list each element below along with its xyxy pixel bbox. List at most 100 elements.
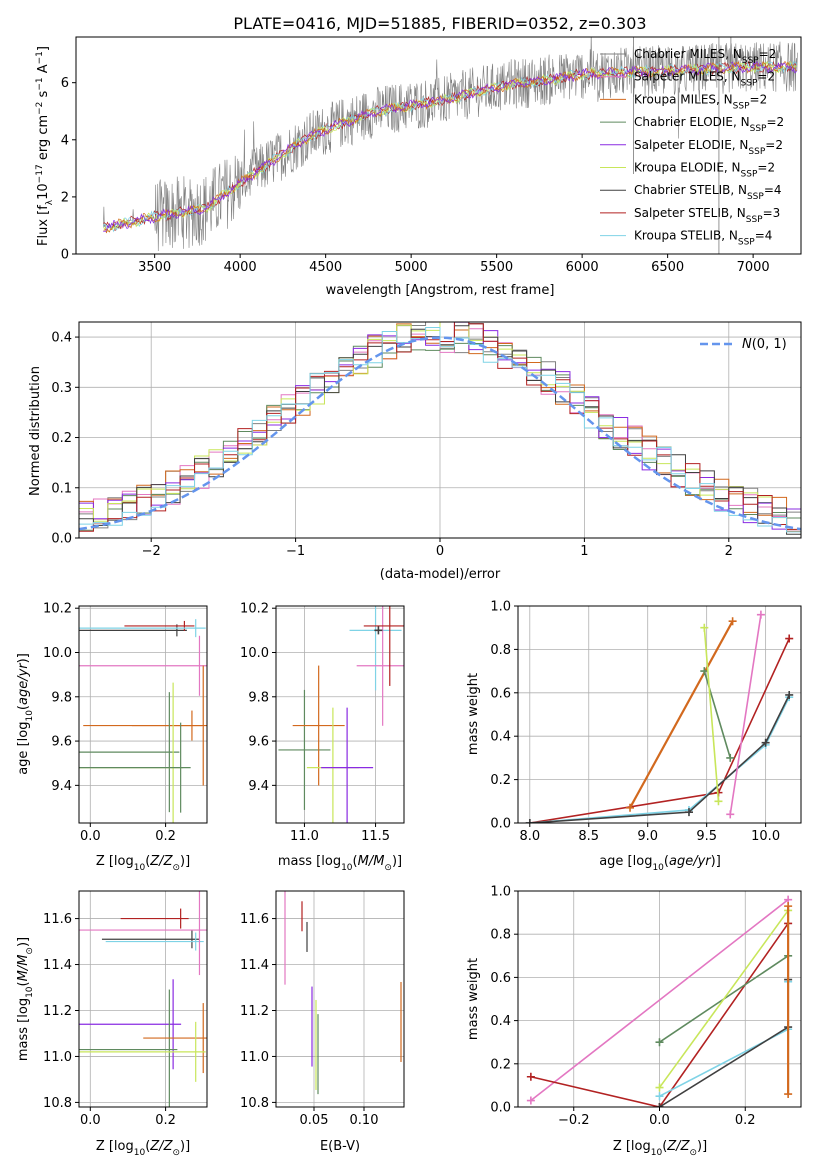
axes-frame: 8.0 8.5 9.0 9.5 10.0 0.0 0.2 0.4 0.6 0.8 1.0 age [l… [466,600,802,873]
y-axis-label: mass [log10(M/M⊙)] [16,937,35,1061]
x-tick-label: 0.05 [300,1113,329,1128]
x-axis-label: (data-model)/error [380,567,501,582]
label-part: ⊙ [172,1148,180,1158]
axes-frame: 0.05 0.10 10.8 11.0 11.2 11.4 11.6 E(B-V) [240,890,405,1154]
y-tick-label: 11.4 [43,958,72,973]
legend-entry: Salpeter MILES, NSSP=2 [634,70,775,89]
weight-marker [655,1038,664,1047]
y-tick-label: 9.8 [51,690,72,705]
label-part: M/M [358,854,385,869]
x-tick-label: 8.5 [578,829,599,844]
grid [276,606,404,823]
label-part: Kroupa STELIB, N [634,229,738,243]
label-part: mass weight [466,673,481,755]
weight-marker [714,797,723,806]
label-part: −1 [35,51,45,64]
x-axis-label: Z [log10(Z/Z⊙)] [96,1139,190,1158]
x-tick-label: −2 [142,544,161,559]
legend-entry: Salpeter STELIB, NSSP=3 [634,206,780,225]
label-part: (data-model)/error [380,567,501,582]
observed-spectrum [103,37,798,252]
axes-border [275,605,405,824]
legend-entry: Chabrier MILES, NSSP=2 [634,47,776,66]
x-tick-label: −1 [286,544,305,559]
label-part: Chabrier MILES, N [634,47,742,61]
legend: N(0, 1) [700,337,787,352]
weight-marker [655,1092,664,1101]
label-part: )] [697,1139,707,1154]
axes-frame: 0.0 0.210.811.011.211.411.6Z [log10(Z/Z⊙)… [16,890,208,1158]
label-part: Z [log [96,1139,134,1154]
x-tick-label: 0.10 [350,1113,379,1128]
label-part: )] [16,937,31,947]
age-vs-metallicity-panel: 0.0 0.29.49.69.810.010.2Z [log10(Z/Z⊙)]ag… [16,602,208,873]
x-tick-label: 8.0 [519,829,540,844]
grid [79,606,207,823]
weight-marker [785,634,794,643]
y-tick-label: 9.4 [51,779,72,794]
y-tick-label: 2 [61,190,69,205]
grid [518,605,801,824]
x-tick-label: 5000 [395,260,428,275]
axes-border [275,890,405,1108]
label-part: Z/Z [149,1139,173,1154]
histogram-step [79,342,801,531]
label-part: =3 [763,206,781,220]
y-tick-label: 11.0 [240,1050,269,1065]
grid [276,891,404,1107]
y-tick-label: 4 [61,133,69,148]
label-part: age/yr [669,854,712,869]
label-part: SSP [748,147,765,157]
label-part: =4 [764,183,782,197]
label-part: ⊙ [25,947,35,955]
legend-entry: Kroupa STELIB, NSSP=4 [634,229,772,248]
label-part: 10 [651,1148,663,1158]
label-part: Salpeter MILES, N [634,70,741,84]
label-part: Salpeter STELIB, N [634,206,746,220]
y-tick-label: 1.0 [490,885,511,900]
label-part: =2 [759,47,777,61]
x-tick-label: 9.5 [696,829,717,844]
label-part: ( [662,1139,667,1154]
legend-entry: Kroupa MILES, NSSP=2 [634,92,767,111]
label-part: λ [45,199,55,205]
y-tick-label: 0.4 [490,730,511,745]
weight-marker [784,902,793,911]
axes-frame: 0.0 0.29.49.69.810.010.2Z [log10(Z/Z⊙)]ag… [16,602,208,873]
y-tick-label: 0.8 [490,643,511,658]
label-part: 10 [25,986,35,998]
legend-entry: Salpeter ELODIE, NSSP=2 [634,138,783,157]
x-axis-label: E(B-V) [320,1139,360,1154]
label-part: =2 [757,161,775,175]
label-part: mass weight [466,958,481,1040]
weight-marker [726,810,735,819]
y-tick-label: 0.2 [490,1057,511,1072]
axes-frame: −0.2 0.0 0.2 0.0 0.2 0.4 0.6 0.8 1.0 Z [log10(Z/Z… [466,885,802,1158]
axes-frame: −2 −1 0 1 2 0.0 0.1 0.2 0.3 0.4 N(0, 1) (data-model… [28,321,802,582]
label-part: =2 [766,115,784,129]
y-axis-label: mass weight [466,958,481,1040]
label-part: SSP [741,170,758,180]
y-axis-label: mass weight [466,673,481,755]
y-tick-label: 1.0 [490,600,511,615]
axes-frame: 3500 4000 4500 5000 5500 6000 6500 7000 0 2 4 6 Chab… [35,36,802,298]
y-tick-label: 0.8 [490,928,511,943]
label-part: ( [145,854,150,869]
weight-marker [761,738,770,747]
weight-line [658,909,789,1089]
label-part: ( [664,854,669,869]
x-tick-label: 0.2 [155,1113,176,1128]
label-part: SSP [746,215,763,225]
label-part: Z/Z [666,1139,690,1154]
plot-area [526,895,793,1107]
label-part: )] [180,1139,190,1154]
weight-line [529,638,790,823]
y-axis-label: age [log10(age/yr)] [16,653,35,775]
legend-entry: Chabrier STELIB, NSSP=4 [634,183,782,202]
y-tick-label: 6 [61,76,69,91]
legend-entry: N(0, 1) [742,337,787,352]
y-tick-label: 9.6 [248,735,269,750]
label-part: 10 [341,863,353,873]
label-part: −1 [35,77,45,90]
